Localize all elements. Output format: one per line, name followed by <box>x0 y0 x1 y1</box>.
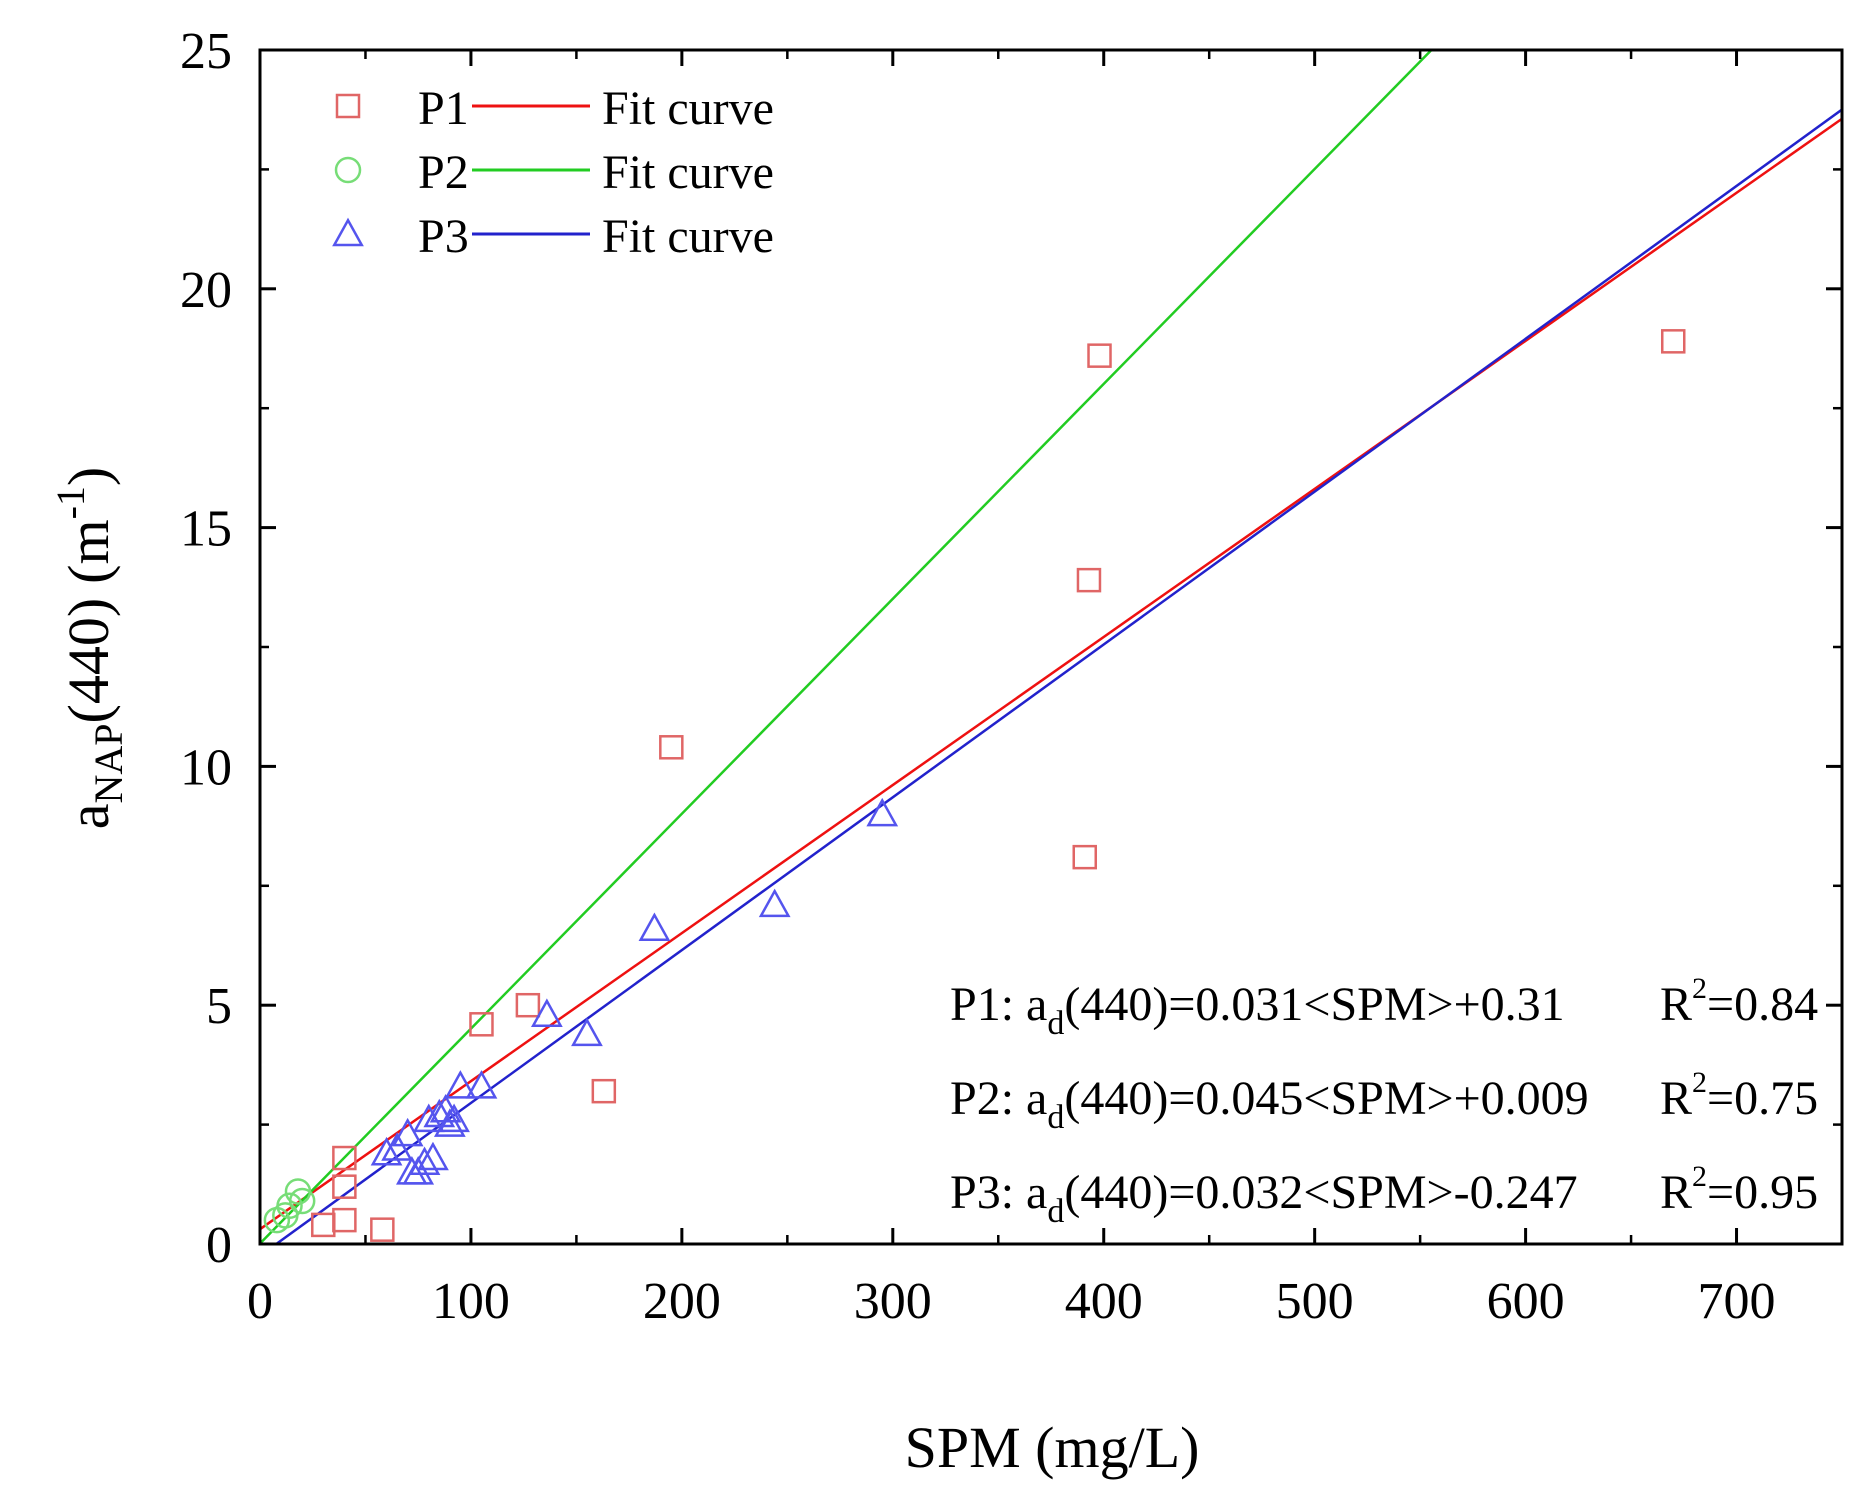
data-point-p1 <box>469 1012 494 1037</box>
r-squared-base: R <box>1660 1166 1692 1219</box>
data-point-p3 <box>758 888 791 918</box>
y-tick-label: 5 <box>206 978 232 1035</box>
equation-prefix: P2: a <box>950 1072 1047 1125</box>
y-axis-label-wavelength: (440) <box>56 598 121 724</box>
y-axis-label: aNAP(440) (m-1) <box>48 467 131 830</box>
data-point-p3 <box>417 1141 449 1171</box>
x-tick-label: 300 <box>854 1273 932 1330</box>
data-point-p3 <box>866 797 899 827</box>
equation-prefix: P3: a <box>950 1166 1047 1219</box>
data-point-p1 <box>370 1217 395 1242</box>
data-point-p1 <box>515 992 541 1018</box>
fit-line-p2 <box>260 50 1434 1244</box>
data-point-p3 <box>412 1103 445 1133</box>
equation-p1: P1: ad(440)=0.031<SPM>+0.31 <box>950 978 1565 1042</box>
equation-prefix: P1: a <box>950 978 1047 1031</box>
axes-group: 0 100 200 300 400 500 600 700 0 5 10 15 20 25 <box>180 23 1844 1330</box>
series-p1-points <box>311 329 1686 1242</box>
plot-area <box>260 50 1842 1244</box>
data-points-group <box>263 329 1686 1242</box>
x-tick-label: 700 <box>1698 1273 1776 1330</box>
x-tick-label: 400 <box>1065 1273 1143 1330</box>
data-point-p1 <box>1087 343 1112 368</box>
data-point-p1 <box>332 1145 357 1171</box>
y-tick-label: 20 <box>180 262 232 319</box>
legend-fit-label-p2: Fit curve <box>602 146 774 199</box>
data-point-p2 <box>276 1192 303 1220</box>
y-tick-label: 10 <box>180 739 232 796</box>
y-tick-label: 25 <box>180 23 232 80</box>
data-point-p1 <box>332 1174 357 1199</box>
data-point-p3 <box>465 1070 498 1099</box>
x-tick-label: 600 <box>1487 1273 1565 1330</box>
r-squared-exponent: 2 <box>1692 1160 1707 1193</box>
data-point-p1 <box>1076 567 1102 593</box>
data-point-p3 <box>381 1132 413 1161</box>
data-point-p1 <box>1661 329 1686 354</box>
data-point-p3 <box>638 912 671 942</box>
r-squared-p3: R2=0.95 <box>1660 1160 1818 1219</box>
r-squared-base: R <box>1660 1072 1692 1125</box>
legend-label-p3: P3 <box>418 210 469 263</box>
equation-body: (440)=0.045<SPM>+0.009 <box>1064 1072 1588 1125</box>
data-point-p3 <box>433 1108 466 1137</box>
data-point-p1 <box>1072 844 1097 870</box>
data-point-p3 <box>391 1117 424 1147</box>
r-squared-p1: R2=0.84 <box>1660 972 1818 1031</box>
legend-label-p1: P1 <box>418 82 469 135</box>
data-point-p3 <box>423 1098 456 1128</box>
legend-fit-label-p1: Fit curve <box>602 82 774 135</box>
y-axis-label-unit: (m <box>56 519 121 583</box>
legend-fit-label-p3: Fit curve <box>602 210 774 263</box>
data-point-p1 <box>591 1078 617 1104</box>
fit-lines-group <box>260 50 1842 1244</box>
fit-line-p3 <box>274 108 1842 1244</box>
y-tick-label: 0 <box>206 1217 232 1274</box>
equation-p3: P3: ad(440)=0.032<SPM>-0.247 <box>950 1166 1578 1230</box>
data-point-p3 <box>438 1103 470 1133</box>
r-squared-exponent: 2 <box>1692 972 1707 1005</box>
legend-marker-p1 <box>335 93 361 119</box>
r-squared-exponent: 2 <box>1692 1066 1707 1099</box>
y-axis-label-unit-close: ) <box>56 467 121 486</box>
data-point-p3 <box>571 1017 603 1047</box>
data-point-p1 <box>332 1207 357 1233</box>
y-axis-label-base: a <box>56 804 121 830</box>
y-axis-label-subscript: NAP <box>86 723 131 803</box>
legend-label-p2: P2 <box>418 146 469 199</box>
equation-body: (440)=0.031<SPM>+0.31 <box>1064 978 1564 1031</box>
data-point-p3 <box>370 1136 403 1166</box>
x-tick-label: 500 <box>1276 1273 1354 1330</box>
x-tick-label: 100 <box>432 1273 510 1330</box>
legend-marker-p3 <box>332 217 364 247</box>
r-squared-value: =0.75 <box>1707 1072 1818 1125</box>
equation-p2: P2: ad(440)=0.045<SPM>+0.009 <box>950 1072 1589 1136</box>
x-tick-label: 0 <box>247 1273 273 1330</box>
r-squared-value: =0.95 <box>1707 1166 1818 1219</box>
r-squared-value: =0.84 <box>1707 978 1818 1031</box>
equation-subscript: d <box>1047 1005 1064 1042</box>
r-squared-base: R <box>1660 978 1692 1031</box>
y-axis-label-unit-exponent: -1 <box>48 486 93 519</box>
legend-marker-p2 <box>334 156 362 184</box>
equation-subscript: d <box>1047 1099 1064 1136</box>
data-point-p1 <box>659 735 684 760</box>
equation-body: (440)=0.032<SPM>-0.247 <box>1064 1166 1577 1219</box>
data-point-p3 <box>444 1070 477 1099</box>
equation-subscript: d <box>1047 1193 1064 1230</box>
series-p2-points <box>263 1178 316 1234</box>
series-p3-points <box>370 797 899 1185</box>
x-axis-label: SPM (mg/L) <box>905 1415 1200 1480</box>
data-point-p2 <box>288 1187 316 1215</box>
fit-line-p1 <box>260 117 1842 1231</box>
x-tick-label: 200 <box>643 1273 721 1330</box>
data-point-p3 <box>408 1146 441 1176</box>
legend: P1 Fit curve P2 Fit curve P3 Fit curve <box>332 82 774 263</box>
data-point-p3 <box>530 998 563 1028</box>
y-tick-label: 15 <box>180 501 232 558</box>
r-squared-p2: R2=0.75 <box>1660 1066 1818 1125</box>
